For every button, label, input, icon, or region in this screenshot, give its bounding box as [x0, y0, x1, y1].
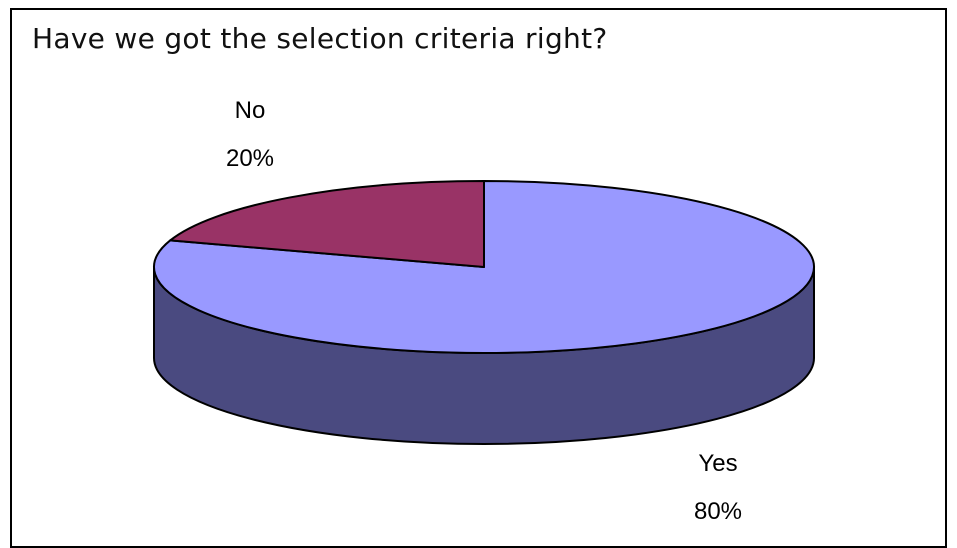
slice-percent-yes: 80%	[694, 498, 742, 525]
pie-slice-yes	[153, 180, 815, 354]
chart-title: Have we got the selection criteria right…	[32, 22, 608, 55]
pie-slice-no	[169, 180, 485, 268]
pie-labels: No 20% Yes 80%	[226, 97, 742, 525]
slice-percent-no: 20%	[226, 145, 274, 172]
slice-label-yes: Yes	[698, 450, 737, 477]
slice-label-no: No	[235, 97, 266, 124]
pie-tops	[153, 180, 815, 354]
